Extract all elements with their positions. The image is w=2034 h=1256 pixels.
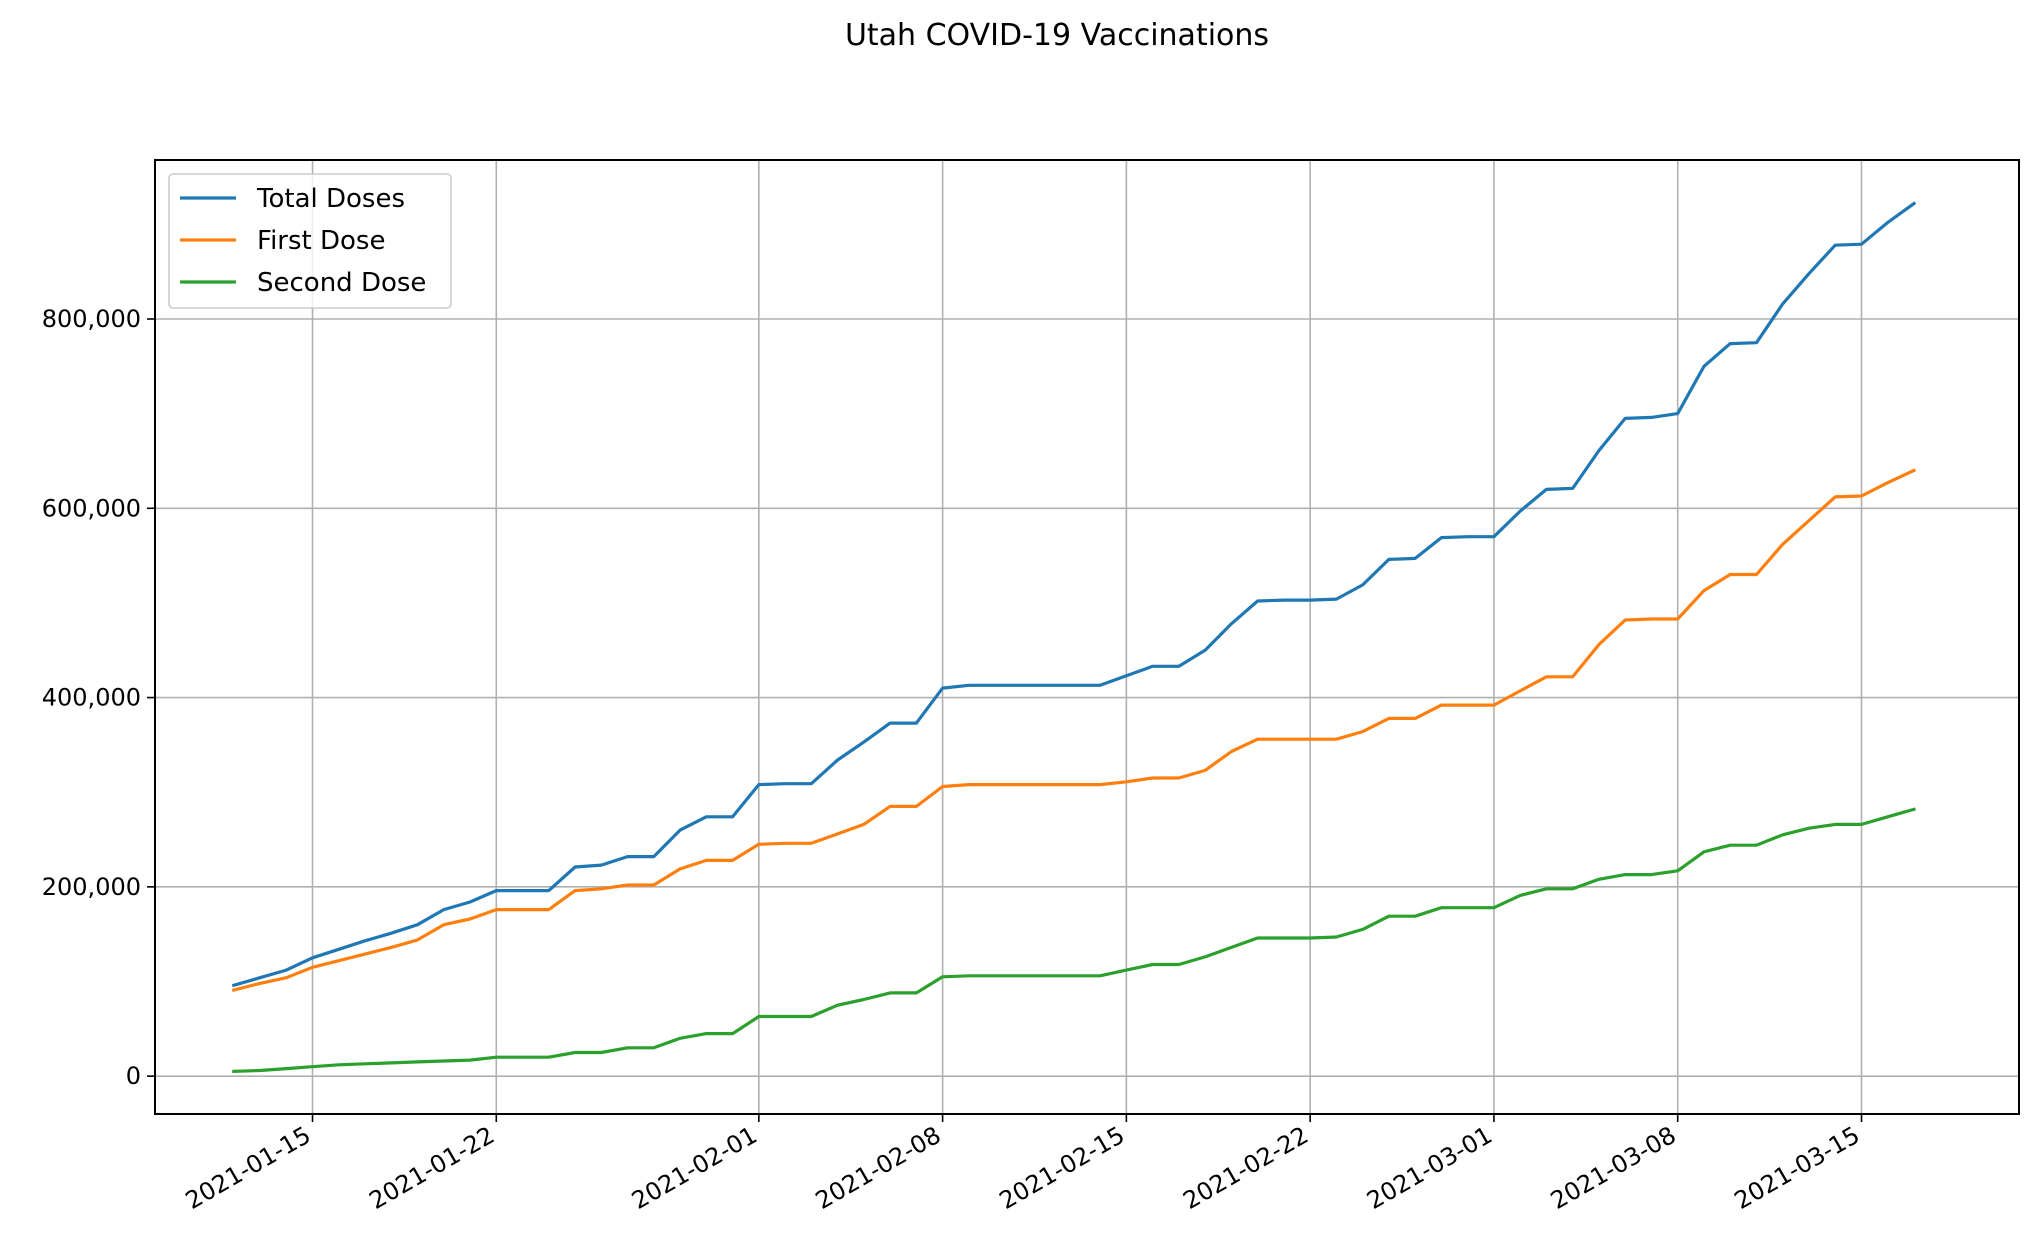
x-tick-label: 2021-02-15 [995, 1121, 1130, 1215]
y-tick-label: 800,000 [42, 305, 141, 333]
y-tick-label: 600,000 [42, 494, 141, 522]
x-tick-label: 2021-02-08 [811, 1121, 946, 1215]
x-tick-label: 2021-02-22 [1178, 1121, 1313, 1215]
series-line-first-dose [231, 468, 1917, 992]
series-line-total-doses [231, 201, 1917, 988]
y-axis: 0 200,000 400,000 600,000 800,000 [42, 305, 155, 1090]
y-tick-label: 400,000 [42, 684, 141, 712]
x-axis: 2021-01-15 2021-01-22 2021-02-01 2021-02-08… [181, 1114, 1865, 1215]
x-tick-label: 2021-03-01 [1362, 1121, 1497, 1215]
chart-title: Utah COVID-19 Vaccinations [845, 18, 1269, 53]
legend-label: First Dose [257, 226, 385, 256]
y-tick-label: 200,000 [42, 873, 141, 901]
data-series [231, 201, 1917, 1074]
y-tick-label: 0 [126, 1062, 141, 1090]
legend-box [168, 173, 452, 309]
x-tick-label: 2021-01-15 [181, 1121, 316, 1215]
legend-label: Total Doses [256, 184, 405, 214]
x-tick-label: 2021-03-15 [1730, 1121, 1865, 1215]
x-tick-label: 2021-02-01 [627, 1121, 762, 1215]
x-tick-label: 2021-01-22 [364, 1121, 499, 1215]
series-line-second-dose [232, 807, 1916, 1074]
legend-label: Second Dose [257, 268, 426, 298]
x-tick-label: 2021-03-08 [1546, 1121, 1681, 1215]
grid-lines [155, 160, 2019, 1114]
plot-area [154, 159, 2020, 1115]
legend: Total Doses First Dose Second Dose [168, 173, 452, 309]
